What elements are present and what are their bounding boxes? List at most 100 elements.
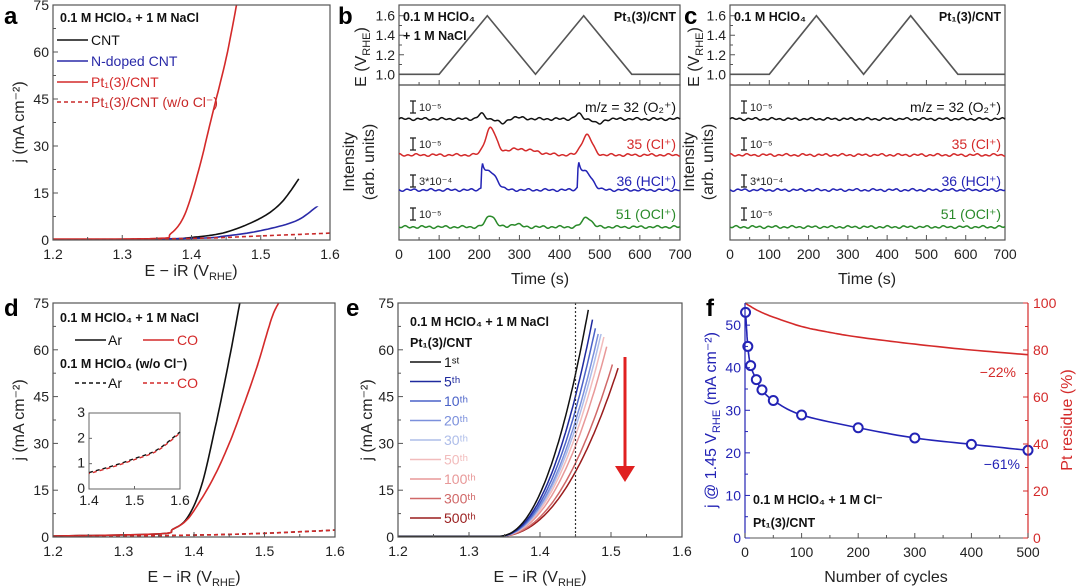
b-ylabel-bottom-2: (arb. units) [361,124,378,200]
b-ylabel-bottom-1: Intensity [341,132,358,192]
c-ylabel-top-main: E (V [686,55,703,86]
a-y-tick-label: 0 [41,232,49,248]
b-trace-label: 35 (Cl⁺) [627,136,676,152]
d-xlabel-main: E − iR (V [147,569,212,586]
a-title: 0.1 M HClO₄ + 1 M NaCl [60,11,199,25]
f-xlabel: Number of cycles [824,569,948,586]
e-y-tick-label: 0 [386,529,394,545]
d-y-tick-label: 60 [33,342,49,358]
a-x-tick-label: 1.2 [43,246,63,262]
b-top-y-tick-label: 1.0 [376,66,396,82]
e-y-tick-label: 45 [378,389,394,405]
panel-letter-a: a [4,3,18,30]
f-x-tick-label: 200 [847,544,871,560]
c-ylabel-top-end: ) [686,27,703,32]
c-ylabel-top: E (VRHE) [686,27,706,87]
b-ylabel-top-sub: RHE [361,32,373,55]
e-x-tick-label: 1.4 [530,543,550,559]
c-top-y-tick-label: 1.4 [707,27,727,43]
e-xlabel: E − iR (VRHE) [493,569,586,588]
f-current-annotation: −61% [984,456,1020,472]
d-xlabel-end: ) [235,569,240,586]
a-x-tick-label: 1.4 [182,246,202,262]
a-y-tick-label: 75 [33,0,49,13]
f-sample: Pt₁(3)/CNT [753,516,815,530]
e-x-tick-label: 1.3 [459,543,479,559]
c-ylabel-bottom-1: Intensity [681,132,698,192]
b-trace-label: 51 (OCl⁺) [616,206,676,222]
c-scale-label: 10⁻⁵ [750,102,773,114]
d-inset-x-tick-label: 1.6 [170,492,190,508]
b-trace-line [398,126,681,158]
d-ylabel: j (mA cm⁻²) [11,379,28,461]
f-current-marker [767,394,779,406]
f-current-marker [909,432,921,444]
e-legend-label: 20ᵗʰ [444,413,468,429]
c-potential-line [730,14,1005,76]
d-y-tick-label: 15 [33,482,49,498]
c-trace-label: 35 (Cl⁺) [952,136,1001,152]
d-xlabel-sub: RHE [212,577,235,588]
d-inset-frame [88,412,181,490]
e-y-tick-label: 75 [378,295,394,311]
e-x-tick-label: 1.6 [672,543,692,559]
c-top-y-tick-label: 1.6 [707,8,727,24]
d-y-tick-label: 45 [33,389,49,405]
a-ylabel: j (mA cm⁻²) [11,81,28,163]
b-x-tick-label: 400 [548,246,572,262]
e-y-tick-label: 15 [378,482,394,498]
b-scale-label: 10⁻⁵ [419,139,442,151]
e-trend-arrow-head-icon [615,466,635,482]
e-xlabel-end: ) [581,569,586,586]
f-left-y-tick-label: 20 [725,445,741,461]
c-trace-label: m/z = 32 (O₂⁺) [910,99,1001,115]
d-inset-x-tick-label: 1.5 [125,492,145,508]
a-xlabel: E − iR (VRHE) [144,263,237,283]
d-inset-line-ar [88,431,181,474]
panel-letter-e: e [346,295,359,322]
c-x-tick-label: 500 [915,246,939,262]
a-legend-pt-nocl: Pt₁(3)/CNT (w/o Cl⁻) [91,94,218,110]
c-ylabel-bottom-2: (arb. units) [700,124,717,200]
c-trace-label: 36 (HCl⁺) [941,173,1001,189]
b-x-tick-label: 600 [628,246,652,262]
d-x-tick-label: 1.3 [114,543,134,559]
b-trace-line [398,112,681,125]
b-x-tick-label: 200 [468,246,492,262]
c-top-y-tick-label: 1.2 [707,47,727,63]
e-y-tick-label: 60 [378,342,394,358]
f-title: 0.1 M HClO₄ + 1 M Cl⁻ [753,493,883,507]
b-ylabel-top-end: ) [353,27,370,32]
c-x-tick-label: 200 [797,246,821,262]
b-ylabel-top: E (VRHE) [353,27,373,87]
c-scale-label: 10⁻⁵ [750,209,773,221]
d-legend-co: CO [177,332,198,348]
f-left-y-tick-label: 40 [725,360,741,376]
c-x-tick-label: 700 [993,246,1017,262]
d-legend-co-nocl: CO [177,375,198,391]
c-x-tick-label: 600 [954,246,978,262]
e-series-line [398,319,594,537]
f-x-tick-label: 100 [790,544,814,560]
f-ylabel-left-main: j @ 1.45 V [703,433,720,509]
c-scale-label: 3*10⁻⁴ [750,176,783,188]
c-top-y-tick-label: 1.0 [707,66,727,82]
a-legend-cnt: CNT [91,32,120,48]
d-y-tick-label: 75 [33,295,49,311]
b-trace-label: 36 (HCl⁺) [616,173,676,189]
f-current-marker [796,409,808,421]
b-x-tick-label: 700 [668,246,692,262]
a-legend-pt: Pt₁(3)/CNT [91,74,159,90]
e-series-line [398,367,619,537]
e-legend-label: 50ᵗʰ [444,452,468,468]
f-x-tick-label: 0 [741,544,749,560]
d-inset-x-tick-label: 1.4 [79,492,99,508]
panel-letter-f: f [706,295,715,322]
d-series-group [53,303,335,537]
a-legend-ndoped: N-doped CNT [91,53,178,69]
b-trace-line [398,162,681,193]
f-x-tick-label: 400 [960,544,984,560]
e-legend-label: 10ᵗʰ [444,393,468,409]
c-trace-label: 51 (OCl⁺) [941,206,1001,222]
